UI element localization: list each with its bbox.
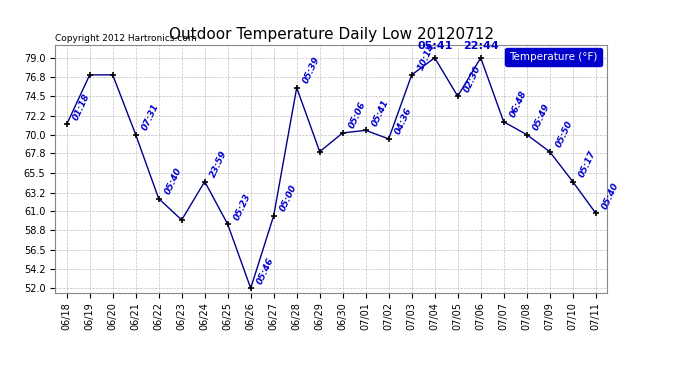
Text: 06:48: 06:48 xyxy=(508,89,528,119)
Text: 05:41: 05:41 xyxy=(370,98,390,128)
Text: 05:50: 05:50 xyxy=(554,119,574,149)
Text: 22:44: 22:44 xyxy=(463,41,499,51)
Text: 05:46: 05:46 xyxy=(255,256,275,285)
Text: 10:14: 10:14 xyxy=(416,42,436,72)
Text: 05:40: 05:40 xyxy=(163,166,183,196)
Text: 05:00: 05:00 xyxy=(278,183,298,213)
Text: 05:40: 05:40 xyxy=(600,181,620,210)
Text: 05:39: 05:39 xyxy=(301,55,321,85)
Text: 23:59: 23:59 xyxy=(209,149,229,179)
Text: 01:18: 01:18 xyxy=(71,92,91,122)
Text: 04:36: 04:36 xyxy=(393,106,413,136)
Text: 07:31: 07:31 xyxy=(140,102,160,132)
Title: Outdoor Temperature Daily Low 20120712: Outdoor Temperature Daily Low 20120712 xyxy=(168,27,494,42)
Legend: Temperature (°F): Temperature (°F) xyxy=(505,48,602,66)
Text: 05:06: 05:06 xyxy=(347,100,367,130)
Text: 05:23: 05:23 xyxy=(232,192,252,222)
Text: 05:17: 05:17 xyxy=(577,149,597,179)
Text: Copyright 2012 Hartronics.com: Copyright 2012 Hartronics.com xyxy=(55,33,197,42)
Text: 05:49: 05:49 xyxy=(531,102,551,132)
Text: 05:41: 05:41 xyxy=(417,41,453,51)
Text: 02:30: 02:30 xyxy=(462,64,482,93)
